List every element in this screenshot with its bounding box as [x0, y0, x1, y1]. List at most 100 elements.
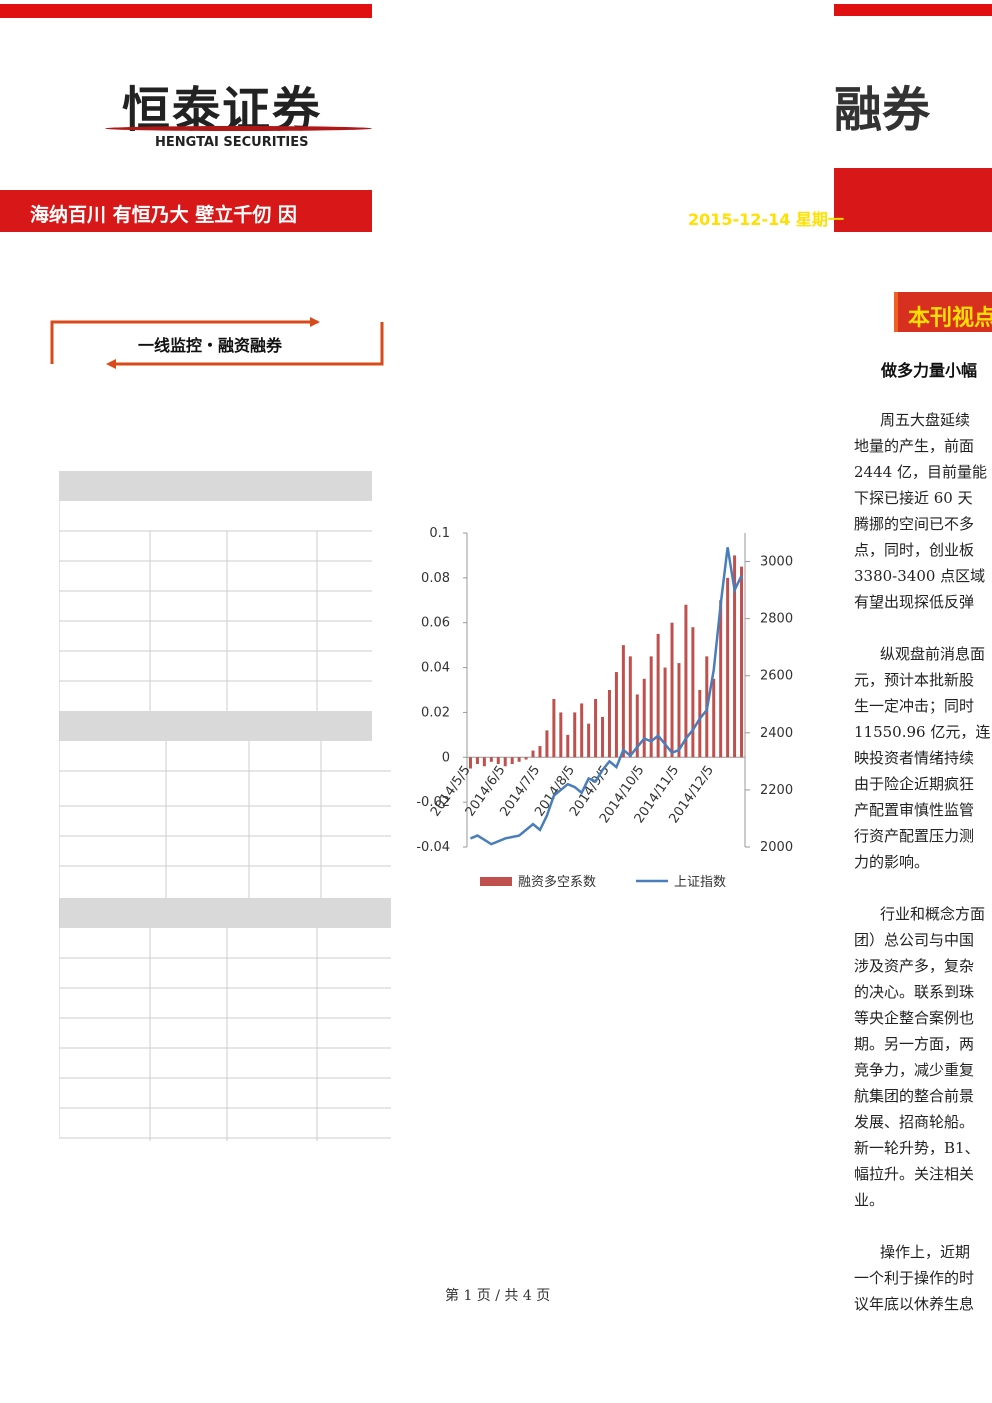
article-line: 一个利于操作的时	[854, 1269, 975, 1287]
bar	[663, 667, 667, 758]
article-line: 点，同时，创业板	[854, 541, 975, 559]
top-stripe	[834, 0, 992, 30]
y-tick-label: 0.04	[421, 661, 450, 676]
article-line: 由于险企近期疯狂	[854, 775, 975, 793]
bar	[475, 757, 479, 765]
bar	[524, 757, 528, 760]
date-band	[834, 168, 992, 232]
article-line: 航集团的整合前景	[854, 1087, 975, 1105]
article-line: 映投资者情绪持续	[854, 749, 975, 767]
legend-swatch	[480, 877, 512, 886]
bar	[496, 757, 500, 765]
article-line: 力的影响。	[854, 853, 930, 871]
logo-en: HENGTAI SECURITIES	[155, 135, 309, 150]
table	[59, 471, 391, 1141]
footer: 第 1 页 / 共 4 页	[445, 1288, 551, 1304]
y-tick-label: 0	[442, 750, 450, 765]
slogan: 海纳百川 有恒乃大 壁立千仞 因	[30, 204, 297, 226]
article-line: 地量的产生，前面	[854, 437, 975, 455]
article-line: 等央企整合案例也	[854, 1009, 975, 1027]
bar	[594, 698, 598, 758]
y-tick-label: -0.02	[416, 795, 450, 810]
article-line: 发展、招商轮船。	[854, 1113, 975, 1131]
bar	[510, 757, 514, 765]
legend-label: 上证指数	[674, 875, 726, 890]
article-line: 涉及资产多，复杂	[854, 957, 975, 975]
bar	[733, 555, 737, 758]
article-line: 11550.96 亿元，连	[854, 723, 991, 741]
bar	[545, 730, 549, 758]
y2-tick-label: 2800	[760, 612, 793, 627]
bar	[649, 656, 653, 758]
article-line: 竞争力，减少重复	[854, 1061, 975, 1079]
bar	[531, 750, 535, 758]
section-tag-bg: 本刊视点	[894, 292, 992, 332]
bar	[628, 656, 632, 758]
bar	[635, 694, 639, 758]
article-line: 团）总公司与中国	[854, 931, 975, 949]
article-line: 周五大盘延续	[880, 411, 971, 429]
bar	[684, 604, 688, 758]
bar	[621, 645, 625, 758]
y2-tick-label: 3000	[760, 555, 793, 570]
y2-tick-label: 2200	[760, 783, 793, 798]
bar	[517, 757, 521, 762]
bar	[614, 672, 618, 758]
y-tick-label: 0.02	[421, 705, 450, 720]
article-line: 2444 亿，目前量能	[854, 463, 987, 481]
bar	[538, 746, 542, 758]
top-stripe	[0, 0, 372, 30]
bar	[607, 690, 611, 758]
legend-label: 融资多空系数	[518, 874, 596, 890]
bar	[482, 757, 486, 767]
article-line: 纵观盘前消息面	[880, 645, 986, 663]
y-tick-label: 0.06	[421, 616, 450, 631]
article-line: 操作上，近期	[880, 1243, 971, 1261]
y2-tick-label: 2400	[760, 726, 793, 741]
article-line: 生一定冲击；同时	[854, 697, 975, 715]
logo-swoosh	[105, 126, 372, 131]
article-line: 幅拉升。关注相关	[854, 1165, 975, 1183]
bar	[503, 757, 507, 767]
bar	[719, 600, 723, 758]
article-line: 3380-3400 点区域	[854, 567, 986, 585]
bar	[670, 622, 674, 758]
bar	[677, 663, 681, 758]
date: 2015-12-14 星期一	[688, 210, 844, 229]
bar	[601, 716, 605, 758]
bar	[726, 577, 730, 758]
article-line: 期。另一方面，两	[854, 1035, 975, 1053]
bar	[489, 757, 493, 762]
article-line: 行业和概念方面	[880, 905, 986, 923]
article-line: 业。	[854, 1191, 885, 1209]
bar	[740, 566, 744, 758]
article-line: 行资产配置压力测	[854, 827, 975, 845]
y-tick-label: -0.04	[416, 840, 450, 855]
article-heading: 做多力量小幅	[881, 361, 978, 380]
bar	[642, 678, 646, 758]
bar	[656, 633, 660, 758]
box-label: 一线监控・融资融券	[138, 336, 283, 355]
article-line: 的决心。联系到珠	[854, 983, 975, 1001]
bar	[552, 698, 556, 758]
bar	[559, 712, 563, 758]
article-line: 新一轮升势，B1、	[854, 1139, 980, 1157]
article-line: 议年底以休养生息	[854, 1295, 975, 1313]
article-line: 下探已接近 60 天	[854, 489, 973, 507]
bar	[468, 757, 472, 769]
bar	[573, 712, 577, 758]
y2-tick-label: 2600	[760, 669, 793, 684]
bar	[566, 734, 570, 758]
article-line: 腾挪的空间已不多	[854, 515, 975, 533]
article-line: 产配置审慎性监管	[854, 801, 975, 819]
y-tick-label: 0.1	[429, 526, 450, 541]
article-line: 元，预计本批新股	[854, 671, 975, 689]
article-line: 有望出现探低反弹	[854, 593, 975, 611]
line	[470, 547, 743, 846]
bar	[580, 703, 584, 758]
bar	[698, 690, 702, 758]
box-frame	[50, 317, 384, 369]
bar	[712, 678, 716, 758]
